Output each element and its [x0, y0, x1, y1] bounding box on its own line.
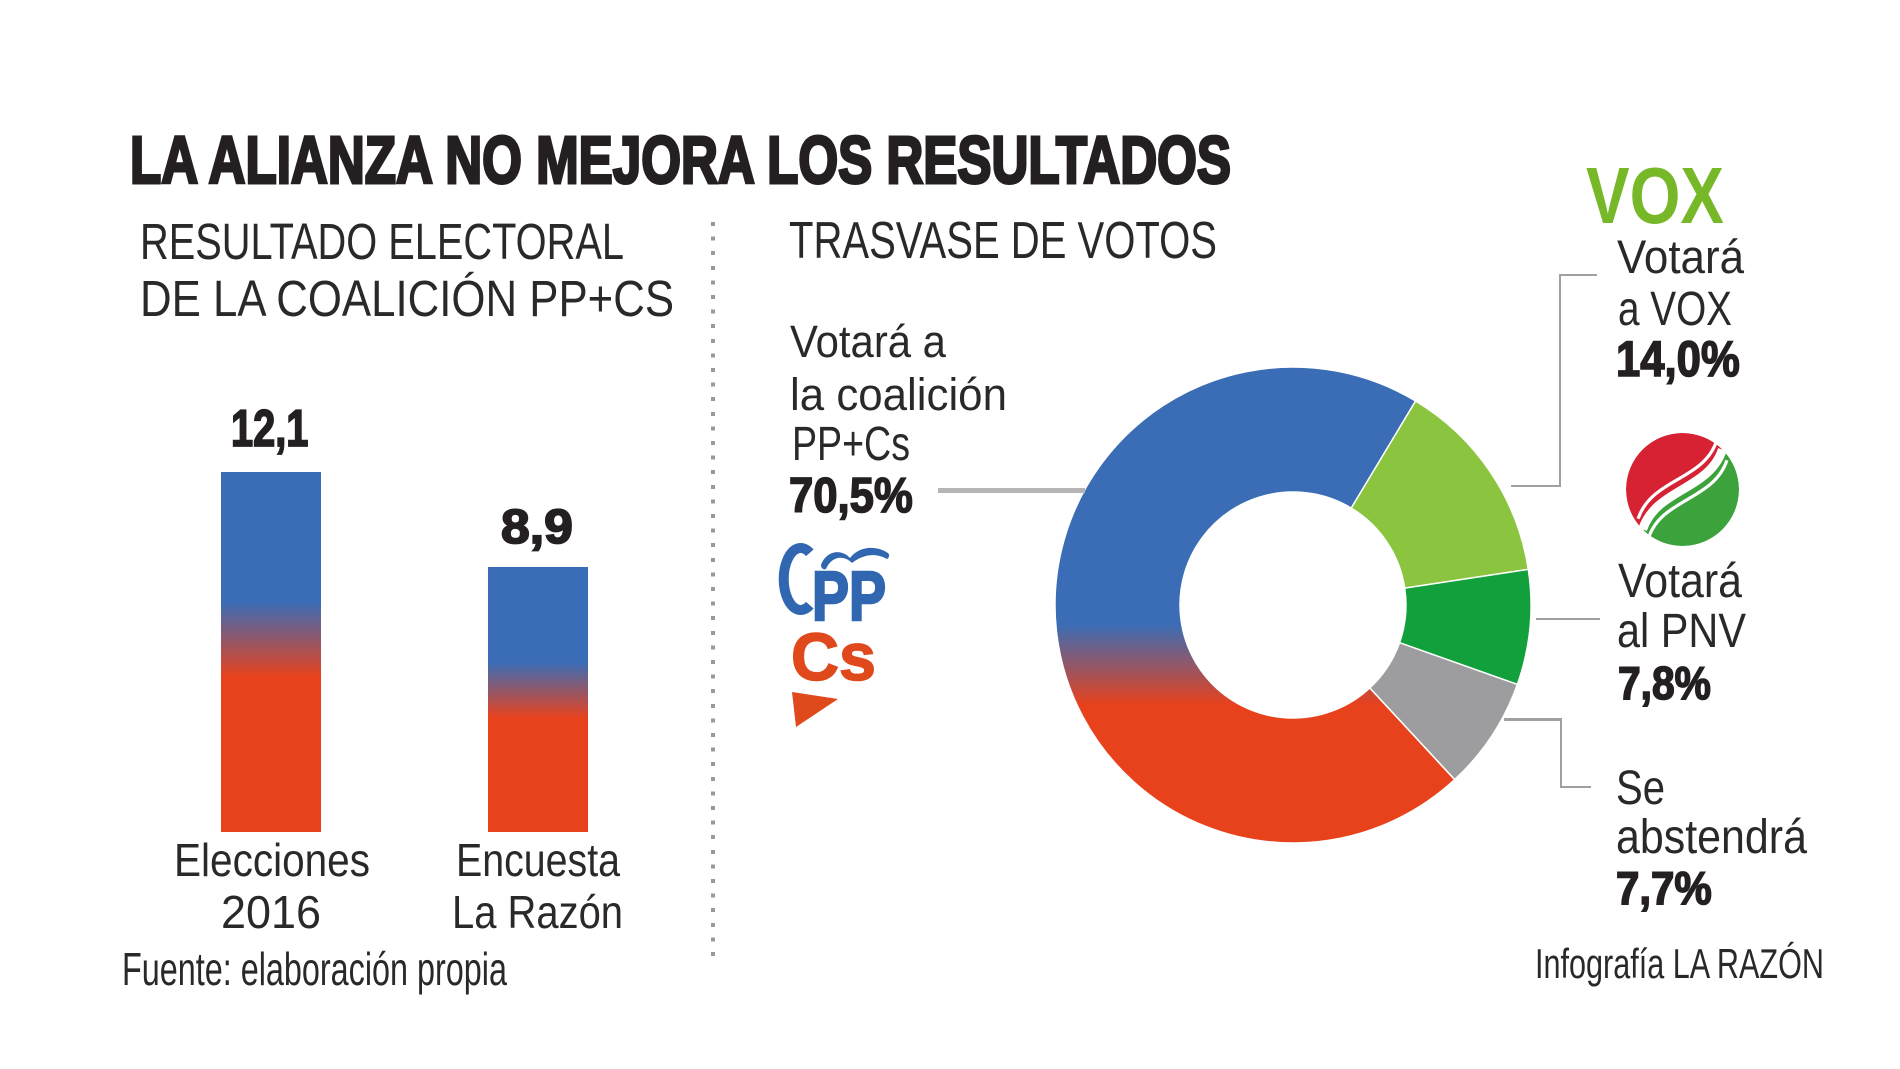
svg-text:PP: PP	[812, 557, 886, 625]
svg-text:Cs: Cs	[791, 625, 876, 695]
